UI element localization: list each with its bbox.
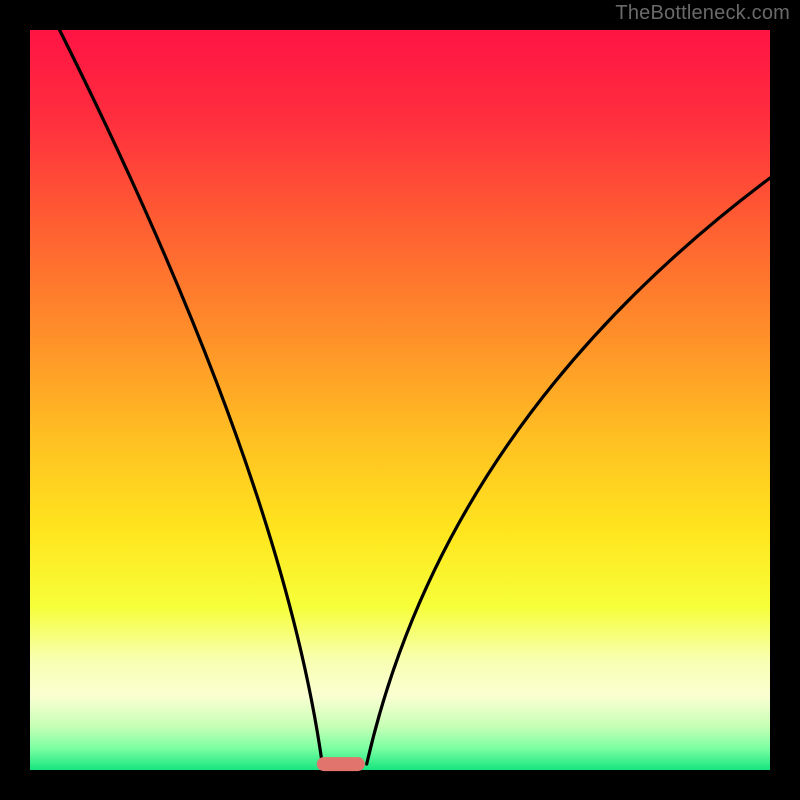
gradient-panel xyxy=(30,30,770,770)
chart-stage: TheBottleneck.com xyxy=(0,0,800,800)
watermark-text: TheBottleneck.com xyxy=(615,2,790,25)
bottleneck-chart xyxy=(0,0,800,800)
sweet-spot-marker xyxy=(317,757,365,771)
